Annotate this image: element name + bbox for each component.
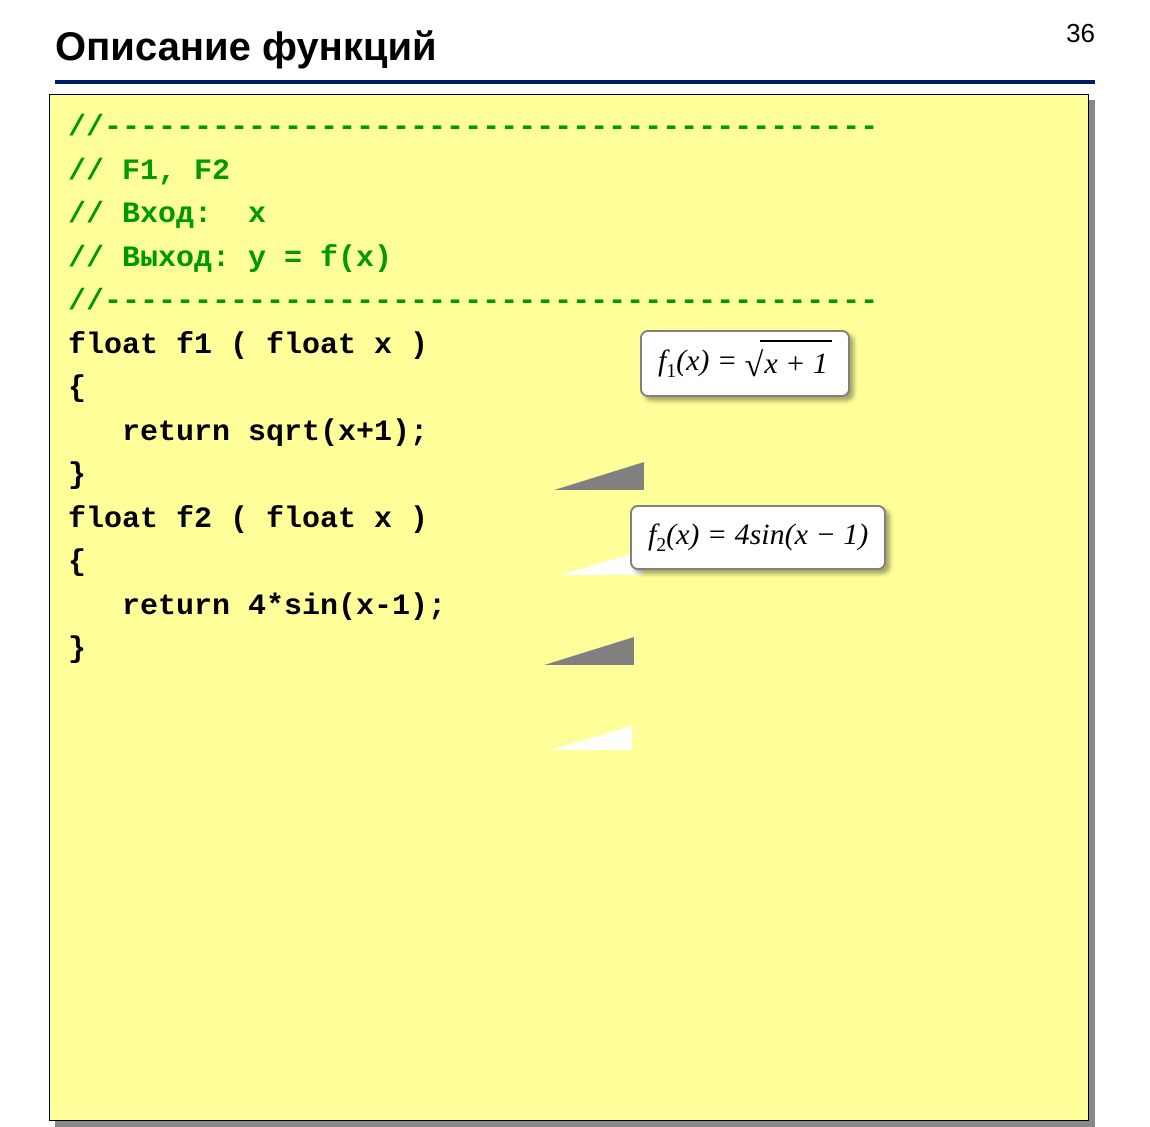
code-line: return 4*sin(x-1); — [68, 590, 446, 624]
formula-callout-f2: f2(x) = 4sin(x − 1) — [630, 505, 886, 570]
slide: 36 Описание функций //------------------… — [0, 0, 1150, 1127]
comment-line: //--------------------------------------… — [68, 111, 878, 145]
page-number: 36 — [1066, 18, 1095, 49]
comment-line: // F1, F2 — [68, 155, 230, 189]
comment-line: // Выход: y = f(x) — [68, 242, 392, 276]
code-box: //--------------------------------------… — [49, 94, 1089, 1121]
code-line: { — [68, 372, 86, 406]
page-title: Описание функций — [55, 25, 1095, 74]
code-line: } — [68, 633, 86, 667]
comment-line: //--------------------------------------… — [68, 285, 878, 319]
code-line: { — [68, 546, 86, 580]
code-line: float f2 ( float x ) — [68, 503, 428, 537]
code-line: float f1 ( float x ) — [68, 329, 428, 363]
callout-text: f1(x) = √x + 1 — [658, 344, 832, 377]
formula-callout-f1: f1(x) = √x + 1 — [640, 330, 850, 397]
code-line: } — [68, 459, 86, 493]
title-underline — [55, 80, 1095, 84]
comment-line: // Вход: x — [68, 198, 266, 232]
code-shadow: //--------------------------------------… — [55, 100, 1095, 1127]
code-line: return sqrt(x+1); — [68, 416, 428, 450]
callout-text: f2(x) = 4sin(x − 1) — [648, 518, 868, 551]
